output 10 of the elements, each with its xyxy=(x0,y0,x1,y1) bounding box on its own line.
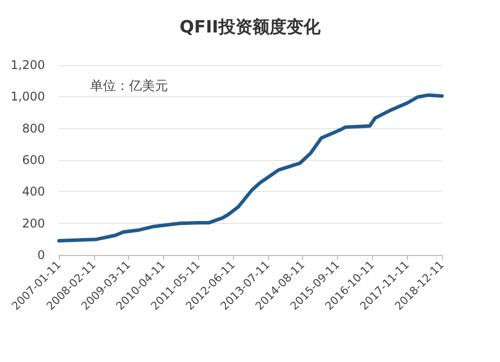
y-tick-label: 1,000 xyxy=(10,90,45,104)
y-tick-label: 800 xyxy=(22,121,45,136)
chart-title: QFII投资额度变化 xyxy=(180,18,322,38)
y-tick-label: 0 xyxy=(37,248,45,262)
y-tick-label: 200 xyxy=(22,216,45,230)
annotation: 单位：亿美元 xyxy=(90,78,168,94)
y-tick-label: 600 xyxy=(22,153,45,167)
y-tick-label: 400 xyxy=(22,184,45,199)
line-series xyxy=(57,93,444,242)
y-tick-label: 1,200 xyxy=(10,58,45,72)
